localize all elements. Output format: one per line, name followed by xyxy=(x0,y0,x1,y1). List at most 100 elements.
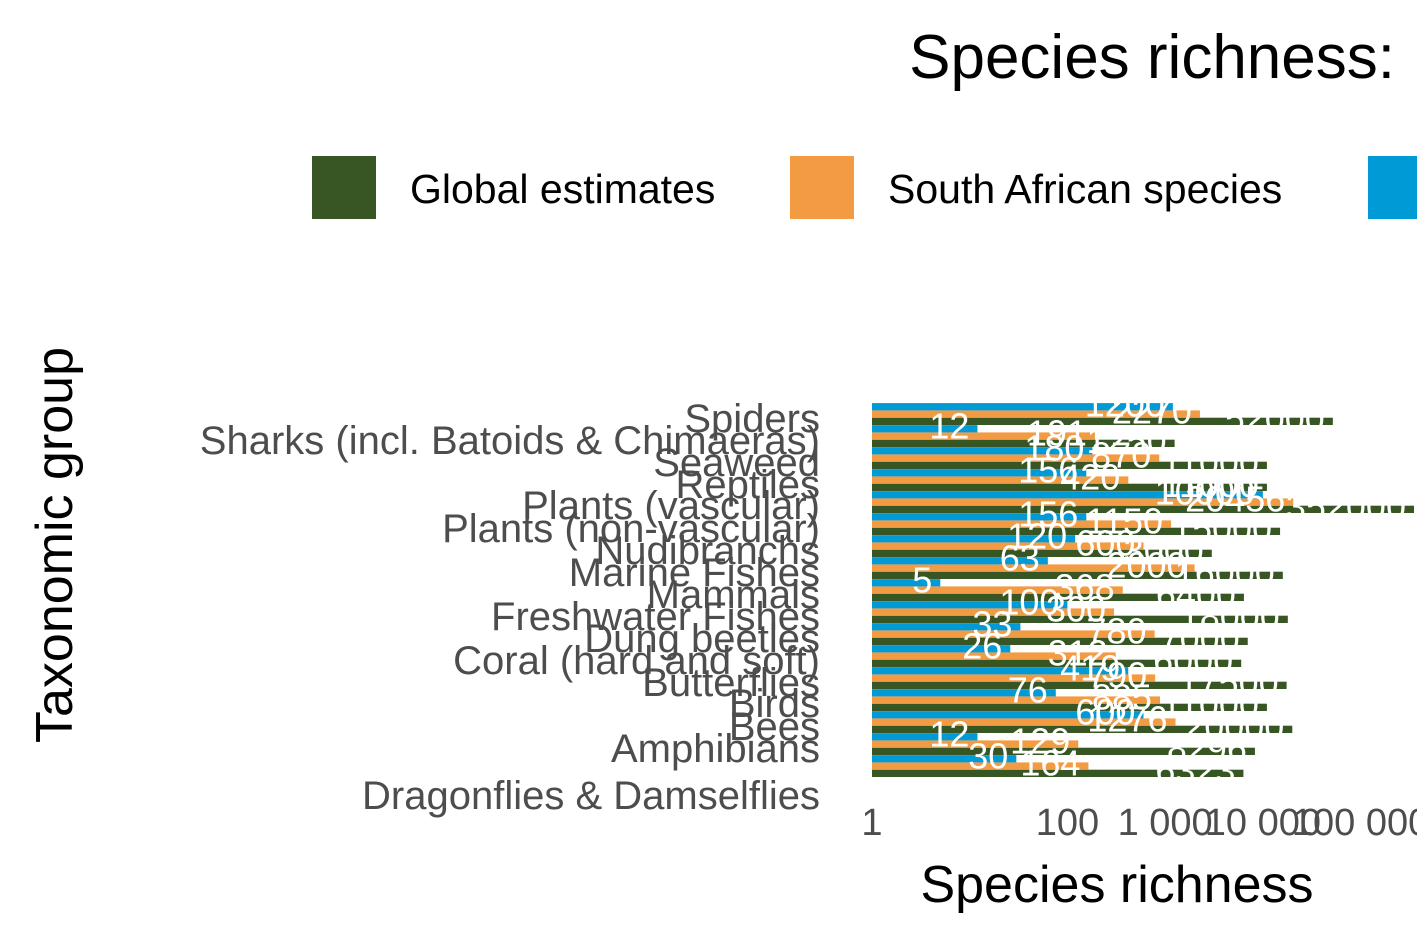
bar xyxy=(872,410,1200,418)
legend-label-global: Global estimates xyxy=(410,166,715,212)
bar-value-label: 600 xyxy=(1075,523,1135,564)
x-tick-label: 100 xyxy=(1036,802,1099,844)
y-axis-title: Taxonomic group xyxy=(26,347,84,743)
bar xyxy=(872,681,1287,689)
bar-value-label: 2270 xyxy=(1112,391,1192,432)
bar-value-label: 180 xyxy=(1024,427,1084,468)
bar-value-label: 870 xyxy=(1091,435,1151,476)
legend: Global estimates South African species xyxy=(312,156,1417,219)
bar xyxy=(872,586,1123,594)
y-tick-label: Mammals xyxy=(647,573,820,617)
chart-title: Species richness: xyxy=(909,23,1395,92)
bar-value-label: 6323 xyxy=(1155,750,1235,791)
bar-value-label: 5 xyxy=(912,559,932,600)
y-tick-label: Spiders xyxy=(684,397,820,441)
y-tick-label: Coral (hard and soft) xyxy=(453,639,820,683)
y-tick-label: Amphibians xyxy=(611,727,820,771)
bar xyxy=(872,439,1175,447)
y-tick-label: Bees xyxy=(729,705,820,749)
bar xyxy=(872,425,978,433)
bar-value-label: 368 xyxy=(1055,567,1115,608)
bar xyxy=(872,549,1212,557)
bar-value-label: 100 xyxy=(999,581,1059,622)
bar-value-label: 600 xyxy=(1075,691,1135,732)
y-tick-label: Butterflies xyxy=(642,661,820,705)
bar xyxy=(872,491,1263,499)
bar-value-label: 352000 xyxy=(1286,486,1406,527)
bar xyxy=(872,623,1021,631)
bar-value-label: 1250 xyxy=(1087,420,1167,461)
bar-value-label: 780 xyxy=(1087,611,1147,652)
y-tick-label: Dragonflies & Damselflies xyxy=(362,774,820,818)
bar-value-label: 3000 xyxy=(1124,530,1204,571)
bar-value-label: 15000 xyxy=(1172,508,1272,549)
legend-swatch-third-series xyxy=(1368,156,1417,219)
bar xyxy=(872,454,1160,462)
bar xyxy=(872,608,1115,616)
bar xyxy=(872,652,1116,660)
bar xyxy=(872,747,1255,755)
bar-value-label: 26 xyxy=(962,625,1002,666)
bar xyxy=(872,755,1017,763)
bar xyxy=(872,579,941,587)
bar-value-label: 1200 xyxy=(1085,383,1165,424)
bar-value-label: 8296 xyxy=(1167,728,1247,769)
bar xyxy=(872,417,1333,425)
bar-value-label: 63 xyxy=(1000,537,1040,578)
bar-value-label: 156 xyxy=(1018,449,1078,490)
y-tick-label: Plants (vascular) xyxy=(522,484,820,528)
bar xyxy=(872,674,1156,682)
bar xyxy=(872,718,1176,726)
legend-swatch-global xyxy=(312,156,376,219)
bar xyxy=(872,696,1160,704)
bar-value-label: 20000 xyxy=(1184,706,1284,747)
bar xyxy=(872,520,1172,528)
bar xyxy=(872,725,1293,733)
bar-value-label: 156 xyxy=(1018,493,1078,534)
bar-value-label: 18000 xyxy=(1180,596,1280,637)
bar-value-label: 12 xyxy=(929,405,969,446)
bar-value-label: 419 xyxy=(1060,647,1120,688)
bar-value-label: 12 xyxy=(929,713,969,754)
x-tick-label: 10 000 xyxy=(1205,802,1321,844)
bars xyxy=(872,403,1414,777)
bar xyxy=(872,703,1267,711)
bar xyxy=(872,667,1129,675)
bar xyxy=(872,769,1244,777)
bar-value-label: 11000 xyxy=(1161,464,1258,505)
bar xyxy=(872,535,1076,543)
bar xyxy=(872,593,1244,601)
x-tick-label: 1 xyxy=(861,802,882,844)
bar-value-label: 420 xyxy=(1060,457,1120,498)
bar-value-label: 790 xyxy=(1087,655,1147,696)
bar-value-label: 1276 xyxy=(1087,699,1167,740)
bar-value-label: 7000 xyxy=(1160,618,1240,659)
bar xyxy=(872,483,1267,491)
x-axis-title: Species richness xyxy=(920,856,1313,914)
bar-value-label: 33 xyxy=(972,603,1012,644)
bar xyxy=(872,564,1195,572)
bar xyxy=(872,498,1294,506)
y-tick-label: Sharks (incl. Batoids & Chimaeras) xyxy=(200,419,820,463)
bar-value-label: 2000 xyxy=(1106,545,1186,586)
bar xyxy=(872,432,1095,440)
bar-value-label: 120 xyxy=(1007,515,1067,556)
bar-value-label: 30 xyxy=(968,735,1008,776)
y-axis-ticks: Dragonflies & DamselfliesAmphibiansBeesB… xyxy=(200,397,820,818)
y-tick-label: Marine Fishes xyxy=(569,551,820,595)
y-tick-label: Plants (non-vascular) xyxy=(442,507,820,551)
bar-value-label: 1150 xyxy=(1086,501,1163,542)
bar-value-label: 76 xyxy=(1008,669,1048,710)
bar-value-label: 312 xyxy=(1048,633,1108,674)
bar-value-label: 191 xyxy=(1027,413,1087,454)
bar-value-label: 6400 xyxy=(1156,574,1236,615)
legend-label-south-african: South African species xyxy=(888,166,1282,212)
bar-value-label: 6000 xyxy=(1153,640,1233,681)
bar xyxy=(872,571,1283,579)
bar xyxy=(872,476,1129,484)
legend-swatch-south-african xyxy=(790,156,854,219)
y-tick-label: Freshwater Fishes xyxy=(491,595,820,639)
bar xyxy=(872,527,1281,535)
